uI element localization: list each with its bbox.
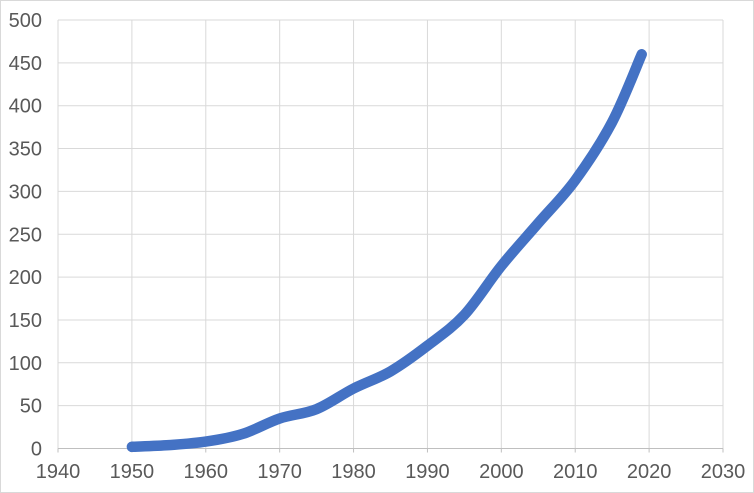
x-tick-label: 1970 (257, 461, 302, 483)
x-tick-label: 2030 (701, 461, 746, 483)
x-tick-label: 1940 (36, 461, 81, 483)
y-tick-label: 450 (9, 53, 42, 75)
y-tick-label: 300 (9, 181, 42, 203)
x-tick-label: 1960 (184, 461, 229, 483)
x-tick-label: 2010 (553, 461, 598, 483)
y-tick-label: 250 (9, 224, 42, 246)
x-tick-label: 1990 (405, 461, 450, 483)
data-series-line (126, 49, 647, 453)
x-tick-label: 2000 (479, 461, 524, 483)
x-tick-label: 2020 (627, 461, 672, 483)
y-tick-label: 200 (9, 267, 42, 289)
y-tick-label: 50 (20, 396, 42, 418)
y-tick-label: 500 (9, 10, 42, 32)
x-tick-label: 1950 (110, 461, 155, 483)
y-tick-label: 100 (9, 353, 42, 375)
x-tick-label: 1980 (331, 461, 376, 483)
y-tick-label: 0 (31, 439, 42, 461)
y-tick-label: 400 (9, 96, 42, 118)
y-tick-label: 350 (9, 139, 42, 161)
y-tick-label: 150 (9, 310, 42, 332)
